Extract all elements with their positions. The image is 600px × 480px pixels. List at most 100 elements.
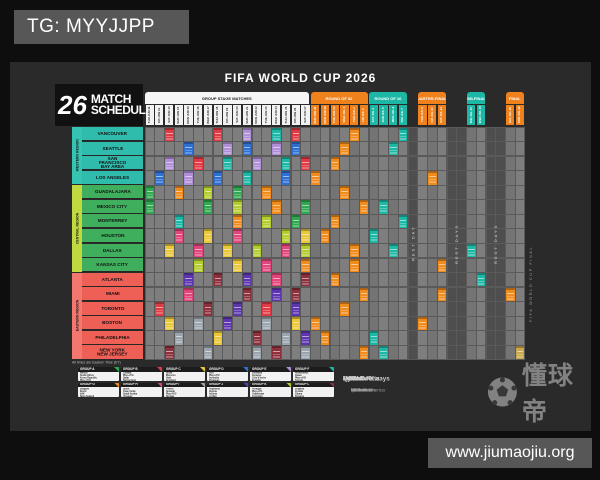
day-cell — [184, 331, 193, 345]
day-cell — [164, 331, 174, 345]
date-header: FRI JUN 26 — [291, 105, 300, 125]
city-cell-dallas: DALLAS — [82, 243, 143, 258]
date-header: THU JUN 11 — [145, 105, 154, 125]
match-cell — [233, 200, 242, 214]
sponsor-verizon: verizon — [351, 388, 367, 393]
match-cell — [194, 156, 203, 170]
day-cell — [223, 287, 232, 302]
day-cell — [428, 185, 437, 200]
day-cell — [476, 142, 486, 156]
day-cell — [369, 273, 379, 287]
day-cell — [203, 214, 213, 229]
stage-tab-round-of-16: ROUND OF 16 — [369, 92, 407, 104]
day-cell — [164, 185, 174, 200]
day-cell — [320, 171, 330, 185]
day-cell — [369, 200, 379, 214]
day-cell — [311, 229, 320, 243]
day-cell — [515, 142, 525, 156]
day-cell — [486, 185, 496, 200]
day-cell — [213, 244, 223, 258]
day-cell — [447, 316, 457, 331]
day-cell — [467, 273, 476, 287]
group-color-fold — [200, 382, 205, 388]
day-cell — [262, 244, 271, 258]
group-box-header: GROUP C — [164, 367, 205, 372]
day-cell — [486, 273, 496, 287]
day-cell — [203, 142, 213, 156]
day-cell — [311, 345, 320, 360]
day-cell — [291, 185, 301, 200]
day-cell — [476, 214, 486, 229]
day-cell — [398, 142, 408, 156]
day-cell — [496, 127, 505, 141]
day-cell — [184, 244, 193, 258]
day-cell — [242, 258, 252, 272]
day-cell — [476, 316, 486, 331]
group-teams: Mexico South Africa Korea Republic Play-… — [80, 372, 97, 381]
date-header: THU JUL 2 — [350, 105, 359, 125]
day-cell — [320, 316, 330, 331]
day-cell — [418, 229, 427, 243]
day-cell — [418, 142, 427, 156]
city-cell-mexico-city: MEXICO CITY — [82, 199, 143, 214]
day-cell — [408, 156, 418, 170]
day-cell — [515, 214, 525, 229]
sponsor-separator: | — [352, 388, 354, 393]
day-cell — [428, 273, 437, 287]
day-cell — [242, 185, 252, 200]
day-cell — [242, 345, 252, 360]
match-cell — [213, 127, 223, 141]
day-cell — [515, 258, 525, 272]
day-cell — [437, 171, 447, 185]
day-cell — [233, 127, 242, 141]
day-cell — [359, 316, 369, 331]
day-cell — [506, 331, 515, 345]
group-teams: Argentina Algeria Austria Jordan — [209, 387, 220, 397]
day-cell — [155, 258, 164, 272]
day-cell — [174, 244, 184, 258]
match-cell — [262, 214, 271, 229]
day-cell — [350, 345, 359, 360]
day-cell — [379, 142, 388, 156]
day-cell — [252, 200, 262, 214]
day-cell — [203, 156, 213, 170]
day-cell — [457, 229, 466, 243]
group-teams: Brazil Morocco Haiti Scotland — [166, 372, 176, 381]
match-cell — [320, 229, 330, 243]
day-cell — [291, 244, 301, 258]
day-cell — [330, 142, 340, 156]
day-cell — [437, 127, 447, 141]
day-cell — [272, 185, 281, 200]
match-cell — [515, 345, 525, 360]
match-cell — [145, 200, 155, 214]
date-header: MON JUN 22 — [252, 105, 261, 125]
poster-title: FIFA WORLD CUP 2026 — [224, 71, 377, 85]
day-cell — [252, 273, 262, 287]
day-cell — [457, 185, 466, 200]
group-box-b: GROUP B Canada Play-off A Qatar Switzerla… — [121, 367, 162, 381]
match-cell — [291, 302, 301, 316]
day-cell — [369, 244, 379, 258]
day-cell — [174, 156, 184, 170]
day-cell — [184, 156, 193, 170]
day-cell — [515, 171, 525, 185]
sponsor-ab-inbev: AB InBev — [351, 388, 371, 393]
match-cell — [242, 287, 252, 302]
day-cell — [359, 142, 369, 156]
day-cell — [262, 127, 271, 141]
day-cell — [272, 258, 281, 272]
day-cell — [408, 171, 418, 185]
day-cell — [359, 185, 369, 200]
sponsor-coca-cola: Coca-Cola — [343, 375, 374, 383]
day-cell — [428, 214, 437, 229]
day-cell — [145, 331, 155, 345]
day-cell — [369, 142, 379, 156]
day-cell — [281, 142, 291, 156]
date-header: TUE JUN 30 — [330, 105, 339, 125]
day-cell — [272, 171, 281, 185]
day-cell — [398, 273, 408, 287]
match-cell — [223, 142, 232, 156]
match-cell — [291, 142, 301, 156]
day-cell — [447, 200, 457, 214]
day-cell — [398, 258, 408, 272]
